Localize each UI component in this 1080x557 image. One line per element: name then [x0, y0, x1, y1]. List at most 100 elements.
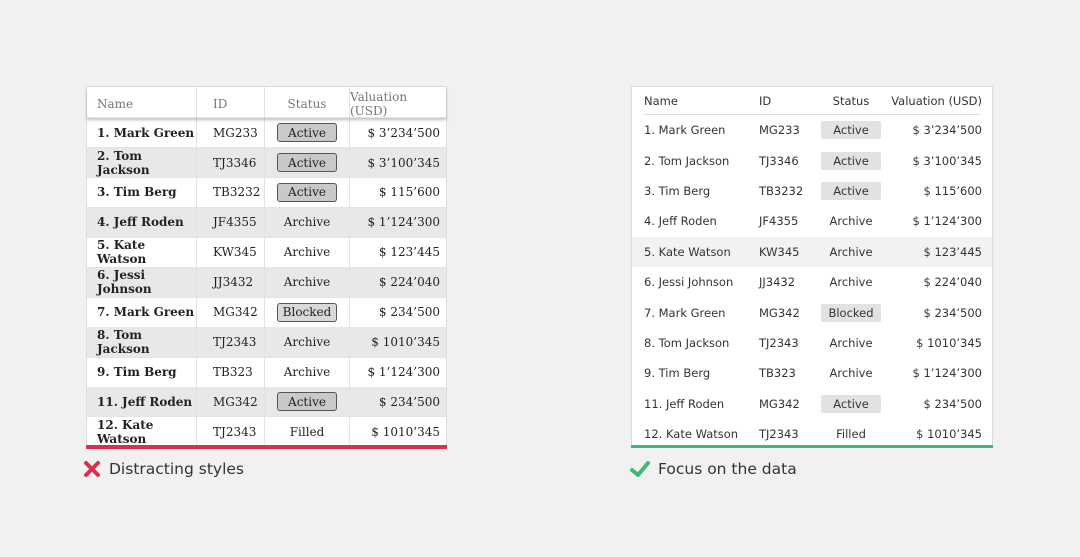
table-row: 9. Tim Berg TB323 Archive $ 1’124’300: [632, 358, 992, 388]
table-row: 11. Jeff Roden MG342 Active $ 234’500: [87, 387, 446, 418]
row-name: 8. Tom Jackson: [87, 327, 197, 357]
row-id: TB3232: [197, 177, 265, 208]
header-status: Status: [265, 87, 350, 117]
row-valuation: $ 1’124’300: [367, 364, 440, 379]
status-text: Archive: [829, 366, 873, 381]
table-row: 6. Jessi Johnson JJ3432 Archive $ 224’040: [632, 267, 992, 297]
row-name: 11. Jeff Roden: [87, 387, 197, 417]
row-valuation: $ 1’124’300: [912, 214, 983, 229]
table-row: 2. Tom Jackson TJ3346 Active $ 3’100’345: [632, 145, 992, 175]
row-valuation: $ 115’600: [378, 185, 440, 200]
status-badge: Active: [821, 151, 881, 170]
red-underline: [86, 445, 447, 449]
distracting-table: Name ID Status Valuation (USD) 1. Mark Green…: [86, 86, 447, 448]
row-name: 1. Mark Green: [644, 123, 726, 138]
status-text: Filled: [289, 425, 325, 440]
row-valuation: $ 224’040: [923, 275, 982, 290]
status-badge: Blocked: [821, 303, 881, 322]
row-status: Archive: [821, 267, 881, 297]
row-status: Archive: [821, 206, 881, 236]
row-id: TB3232: [759, 183, 804, 198]
row-id: TB323: [759, 366, 796, 381]
row-status: Filled: [265, 417, 350, 448]
status-text: Archive: [283, 245, 331, 260]
status-badge: Active: [277, 153, 337, 173]
status-text: Archive: [829, 335, 873, 350]
header-name: Name: [87, 87, 197, 117]
table-row: 8. Tom Jackson TJ2343 Archive $ 1010’345: [632, 328, 992, 358]
row-name: 3. Tim Berg: [644, 183, 711, 198]
table-row: 12. Kate Watson TJ2343 Filled $ 1010’345: [87, 417, 446, 448]
row-id: JJ3432: [759, 275, 796, 290]
table-row: 12. Kate Watson TJ2343 Filled $ 1010’345: [632, 419, 992, 449]
row-valuation: $ 1010’345: [371, 425, 440, 440]
row-id: TJ2343: [759, 335, 799, 350]
row-id: TJ2343: [197, 327, 265, 357]
row-valuation: $ 234’500: [378, 394, 440, 409]
row-valuation: $ 3’100’345: [367, 155, 440, 170]
check-icon: [630, 461, 650, 477]
row-status: Active: [265, 118, 350, 148]
row-name: 5. Kate Watson: [644, 244, 731, 259]
header-id: ID: [759, 94, 772, 108]
row-id: TJ2343: [759, 427, 799, 442]
row-status: Archive: [265, 207, 350, 238]
table-row: 2. Tom Jackson TJ3346 Active $ 3’100’345: [87, 147, 446, 179]
bad-caption: Distracting styles: [83, 460, 244, 478]
row-id: JF4355: [759, 214, 799, 229]
row-name: 9. Tim Berg: [644, 366, 711, 381]
header-valuation: Valuation (USD): [350, 90, 408, 118]
row-status: Active: [821, 389, 881, 419]
row-valuation: $ 1’124’300: [912, 366, 983, 381]
status-text: Archive: [283, 275, 331, 290]
row-valuation: $ 1’124’300: [367, 215, 440, 230]
table-row: 4. Jeff Roden JF4355 Archive $ 1’124’300: [87, 207, 446, 239]
row-valuation: $ 3’100’345: [912, 153, 983, 168]
row-id: TJ3346: [759, 153, 799, 168]
row-name: 2. Tom Jackson: [87, 147, 197, 178]
header-status: Status: [832, 94, 870, 108]
row-name: 9. Tim Berg: [87, 357, 197, 387]
table-row: 5. Kate Watson KW345 Archive $ 123’445: [87, 237, 446, 268]
table-row: 3. Tim Berg TB3232 Active $ 115’600: [632, 176, 992, 206]
status-badge: Active: [277, 182, 337, 202]
row-name: 7. Mark Green: [644, 305, 726, 320]
table-row: 5. Kate Watson KW345 Archive $ 123’445: [632, 236, 992, 267]
status-badge: Active: [821, 394, 881, 413]
row-valuation: $ 123’445: [378, 245, 440, 260]
status-text: Archive: [829, 214, 873, 229]
row-status: Active: [265, 177, 350, 208]
row-id: MG342: [197, 297, 265, 327]
status-text: Archive: [283, 334, 331, 349]
status-badge: Active: [821, 121, 881, 140]
status-badge: Active: [821, 181, 881, 200]
row-name: 3. Tim Berg: [87, 177, 197, 208]
status-badge: Blocked: [277, 302, 337, 322]
table-row: 6. Jessi Johnson JJ3432 Archive $ 224’040: [87, 267, 446, 298]
row-id: KW345: [759, 244, 800, 259]
row-valuation: $ 1010’345: [371, 334, 440, 349]
row-name: 2. Tom Jackson: [644, 153, 730, 168]
row-status: Archive: [265, 237, 350, 267]
row-valuation: $ 3’234’500: [912, 123, 983, 138]
row-status: Active: [821, 176, 881, 206]
table-row: 8. Tom Jackson TJ2343 Archive $ 1010’345: [87, 327, 446, 358]
table-row: 1. Mark Green MG233 Active $ 3’234’500: [632, 115, 992, 145]
row-id: TJ2343: [197, 417, 265, 448]
clean-table: Name ID Status Valuation (USD) 1. Mark Green…: [631, 86, 993, 447]
row-status: Blocked: [821, 297, 881, 327]
row-id: TJ3346: [197, 147, 265, 178]
good-caption-text: Focus on the data: [658, 460, 797, 478]
row-name: 5. Kate Watson: [87, 237, 197, 267]
row-id: TB323: [197, 357, 265, 387]
row-name: 12. Kate Watson: [644, 427, 739, 442]
row-name: 12. Kate Watson: [87, 417, 197, 448]
status-badge: Active: [277, 123, 337, 143]
row-valuation: $ 234’500: [923, 305, 982, 320]
header-id: ID: [197, 87, 265, 117]
status-text: Archive: [283, 215, 331, 230]
table-row: 11. Jeff Roden MG342 Active $ 234’500: [632, 389, 992, 419]
table-row: 4. Jeff Roden JF4355 Archive $ 1’124’300: [632, 206, 992, 236]
bad-caption-text: Distracting styles: [109, 460, 245, 478]
row-id: KW345: [197, 237, 265, 267]
